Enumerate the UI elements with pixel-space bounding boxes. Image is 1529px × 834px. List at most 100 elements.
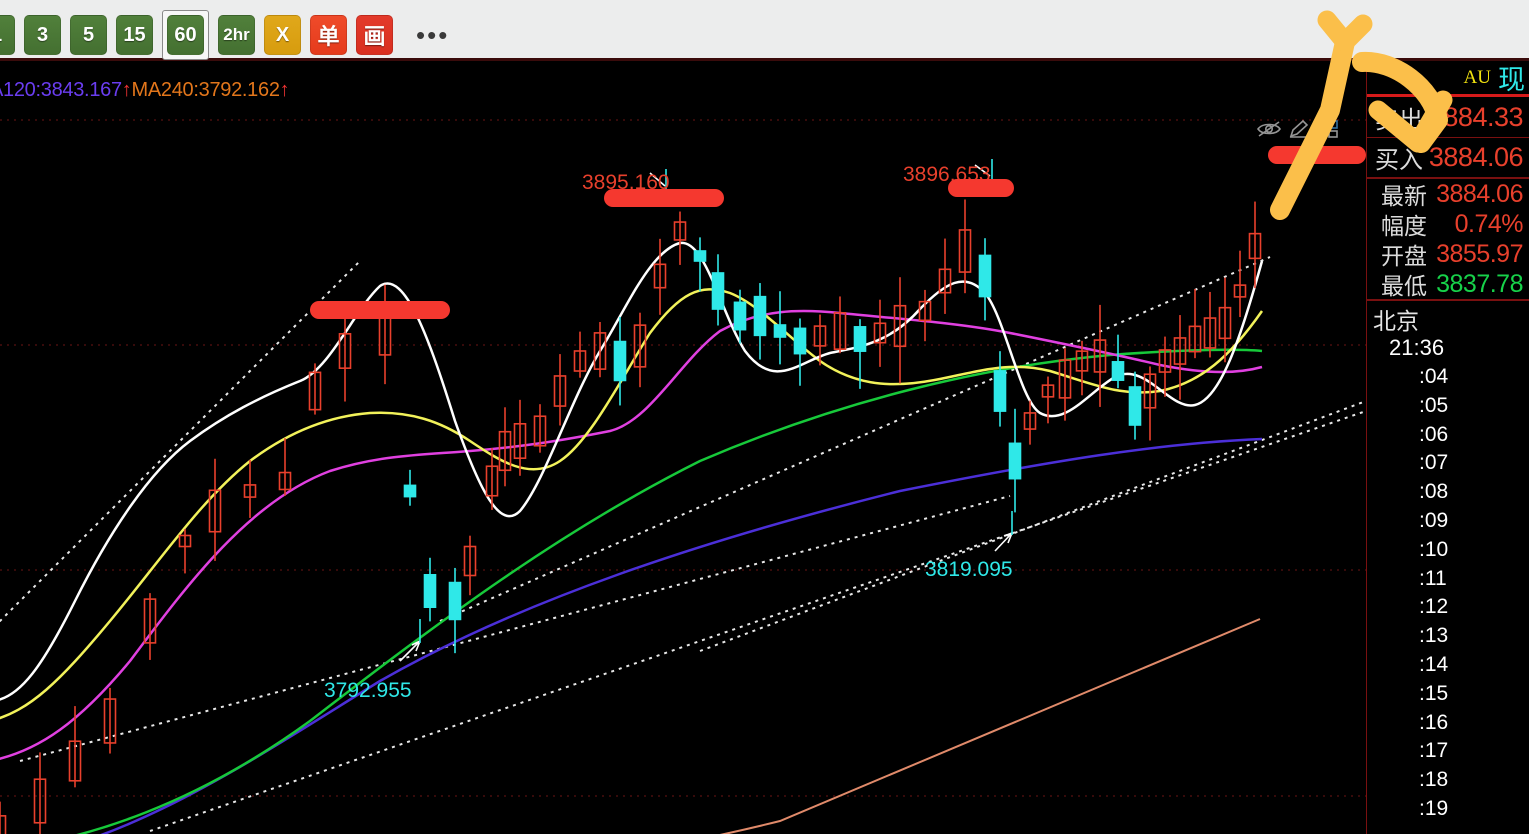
candle-body (873, 322, 887, 344)
ma5-line (0, 241, 1264, 701)
highlight-bar-mid (604, 189, 724, 207)
timeframe-button-60[interactable]: 60 (167, 15, 204, 55)
candle-body (485, 465, 499, 497)
quote-rows: 卖出 3884.33 买入 3884.06 最新 3884.06 幅度 0.74% 开盘 3855… (1367, 97, 1529, 301)
candle-body (693, 250, 707, 262)
time-tick-label: :06 (1419, 422, 1449, 446)
candle-body (1203, 317, 1217, 349)
timeframe-button-3[interactable]: 3 (24, 15, 61, 55)
time-tick: :09 (1367, 507, 1529, 536)
quote-label-bid: 买入 (1375, 147, 1423, 174)
candle-body (593, 332, 607, 370)
quote-value-change-pct: 0.74% (1454, 209, 1524, 238)
time-tick: :06 (1367, 420, 1529, 449)
time-tick: :10 (1367, 535, 1529, 564)
candle-body (1041, 384, 1055, 398)
candle-body (278, 471, 292, 491)
time-tick-label: :18 (1419, 768, 1449, 792)
candle-body (793, 327, 807, 355)
timeframe-button-5[interactable]: 5 (70, 15, 107, 55)
time-ticker-list: 北京 21:36 :04:05:06:07:08:09:10:11:12:13:… (1367, 301, 1529, 823)
candle-body (1075, 350, 1089, 372)
candle-body (308, 371, 322, 411)
quote-label-change-pct: 幅度 (1381, 213, 1427, 239)
candle-body (1188, 325, 1202, 353)
candle-body (853, 326, 867, 352)
time-tick: :05 (1367, 391, 1529, 420)
timeframe-button-单[interactable]: 单 (310, 15, 347, 55)
candle-body (1143, 373, 1157, 409)
candle-body (208, 489, 222, 533)
candle-body (711, 272, 725, 310)
candle-body (1248, 232, 1262, 260)
current-time: 21:36 (1389, 335, 1445, 361)
candle-body (1158, 349, 1172, 373)
time-tick: :07 (1367, 449, 1529, 478)
time-tick-label: :16 (1419, 710, 1449, 734)
annotation-pointers (399, 164, 1013, 662)
quote-value-open: 3855.97 (1436, 239, 1523, 268)
candlestick-chart[interactable]: A120:3843.167↑MA240:3792.162↑ 3895.160 38… (0, 61, 1366, 834)
candle-body (243, 484, 257, 498)
time-tick-label: :08 (1419, 480, 1449, 504)
time-tick: :11 (1367, 564, 1529, 593)
ma120-line (100, 437, 1263, 834)
ma10-line (0, 288, 1264, 720)
timeframe-button-x[interactable]: X (264, 15, 301, 55)
quote-row-low: 最低 3837.78 (1367, 269, 1529, 300)
timeframe-button-selected-wrapper[interactable]: 60 (162, 10, 209, 60)
timeframe-button-画[interactable]: 画 (356, 15, 393, 55)
candle-body (753, 295, 767, 337)
timeframe-button-1[interactable]: 1 (0, 15, 15, 55)
timeframe-button-15[interactable]: 15 (116, 15, 153, 55)
time-tick-label: :11 (1419, 566, 1447, 590)
candle-body (978, 254, 992, 298)
quote-panel: AU 现 卖出 3884.33 买入 3884.06 最新 3884.06 幅度 0.74% 开… (1366, 61, 1529, 834)
trough-label-2: 3819.095 (925, 558, 1013, 581)
pencil-icon[interactable] (1288, 119, 1310, 144)
candle-body (773, 324, 787, 338)
time-tick: :04 (1367, 363, 1529, 392)
time-tick-label: :14 (1419, 652, 1449, 676)
candle-body (68, 740, 82, 782)
ma120-legend-text: A120:3843.167 (0, 79, 122, 101)
minute-tick-list: :04:05:06:07:08:09:10:11:12:13:14:15:16:… (1367, 363, 1529, 824)
candle-body (958, 229, 972, 273)
quote-label-open: 开盘 (1381, 243, 1427, 269)
candle-body (403, 484, 417, 498)
ma-legend: A120:3843.167↑MA240:3792.162↑ (0, 79, 290, 102)
trend-channel-lines (0, 256, 1366, 832)
candle-body (448, 581, 462, 621)
quote-row-open: 开盘 3855.97 (1367, 239, 1529, 270)
time-tick: :08 (1367, 478, 1529, 507)
candle-body (33, 778, 47, 824)
time-tick-label: :15 (1419, 681, 1449, 705)
candle-body (833, 312, 847, 350)
time-tick-label: :04 (1419, 364, 1449, 388)
time-tick-label: :12 (1419, 595, 1449, 619)
candle-body (673, 221, 687, 241)
candle-body (1128, 386, 1142, 426)
time-tick: :12 (1367, 593, 1529, 622)
more-options-button[interactable]: ••• (416, 20, 450, 50)
candle-body (553, 375, 567, 407)
quote-row-ask: 卖出 3884.33 (1367, 97, 1529, 138)
quote-label-ask: 卖出 (1375, 106, 1423, 134)
candle-body (513, 423, 527, 459)
timeframe-button-2hr[interactable]: 2hr (218, 15, 255, 55)
symbol-header: AU 现 (1367, 61, 1529, 97)
candle-body (1093, 339, 1107, 373)
candle-body (103, 698, 117, 744)
apps-grid-icon[interactable] (1316, 119, 1340, 144)
time-tick-label: :09 (1419, 508, 1449, 532)
eye-slash-icon[interactable] (1256, 120, 1282, 143)
quote-value-ask: 3884.33 (1428, 101, 1524, 132)
peak-label-1: 3895.160 (582, 171, 670, 194)
time-tick: :19 (1367, 795, 1529, 824)
symbol-code: AU (1463, 66, 1491, 88)
candle-body (463, 545, 477, 577)
time-tick: :18 (1367, 766, 1529, 795)
candle-body (1023, 412, 1037, 430)
candle-body (1173, 337, 1187, 365)
